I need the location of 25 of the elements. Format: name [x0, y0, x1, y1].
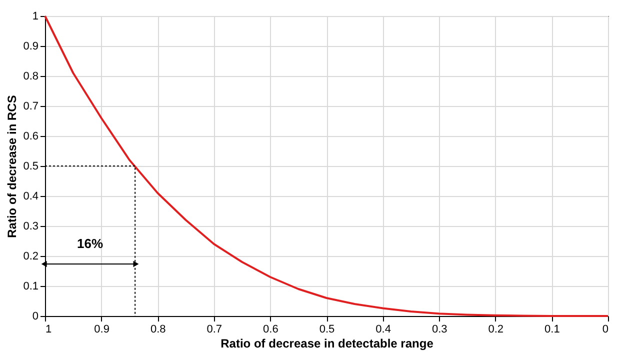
y-tick-label: 0.2: [23, 250, 38, 262]
y-tick-label: 1: [32, 10, 38, 22]
y-tick-label: 0.3: [23, 220, 38, 232]
x-axis-title: Ratio of decrease in detectable range: [220, 336, 434, 350]
y-tick-label: 0.8: [23, 70, 38, 82]
x-tick-label: 0.7: [206, 324, 222, 336]
x-tick-label: 0.4: [376, 324, 391, 336]
x-tick-label: 0.5: [319, 324, 335, 336]
y-tick-label: 0: [32, 310, 38, 322]
x-tick-label: 0.6: [263, 324, 278, 336]
y-tick-label: 0.1: [23, 280, 38, 292]
x-tick-label: 0.9: [94, 324, 110, 336]
y-tick-label: 0.6: [23, 130, 38, 142]
y-tick-label: 0.5: [23, 160, 38, 172]
x-tick-label: 1: [46, 324, 52, 336]
y-tick-label: 0.7: [23, 100, 38, 112]
y-tick-label: 0.4: [23, 190, 38, 202]
x-tick-label: 0.3: [432, 324, 448, 336]
x-tick-label: 0.8: [150, 324, 166, 336]
x-tick-label: 0: [602, 324, 608, 336]
x-tick-label: 0.1: [544, 324, 560, 336]
annotation: 16%: [77, 236, 104, 251]
y-axis-title: Ratio of decrease in RCS: [5, 95, 20, 238]
y-tick-label: 0.9: [23, 40, 38, 52]
x-tick-label: 0.2: [488, 324, 504, 336]
